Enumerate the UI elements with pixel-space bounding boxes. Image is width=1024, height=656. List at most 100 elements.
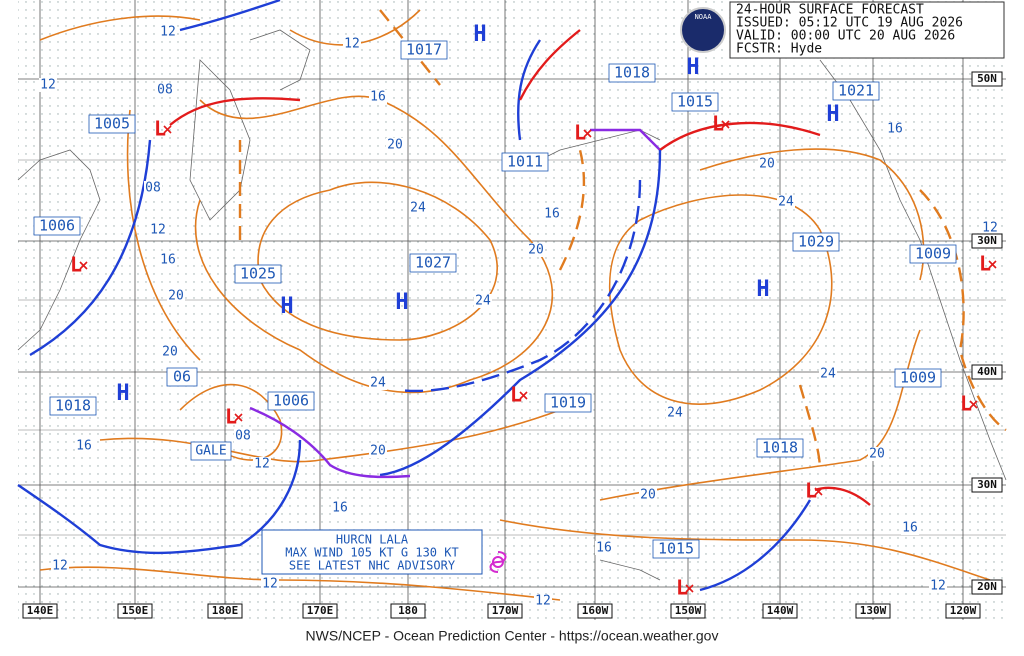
lon-label: 170W [492, 604, 519, 617]
map-background [18, 0, 1006, 620]
high-center: H [473, 22, 486, 47]
label-box [608, 63, 656, 83]
label-box [400, 40, 448, 60]
label-bg [901, 521, 919, 535]
low-center: L [70, 253, 82, 277]
lon-label: 150E [122, 604, 149, 617]
low-center: L [510, 383, 522, 407]
low-x [988, 260, 997, 269]
low-center: L [712, 112, 724, 136]
lon-label: 180E [212, 604, 239, 617]
isobar-label: 16 [596, 541, 612, 556]
isobar-label: 08 [157, 83, 173, 98]
label-bg [386, 138, 404, 152]
isobar-label: 16 [76, 439, 92, 454]
low-center: L [960, 392, 972, 416]
isobar-label: 16 [332, 501, 348, 516]
low-center: L [574, 121, 586, 145]
label-text: 1018 [762, 439, 798, 457]
label-bg [369, 376, 387, 390]
label-text: 1015 [658, 540, 694, 558]
lat-box [971, 579, 1003, 595]
lat-label: 30N [977, 478, 997, 491]
lon-label: 180 [398, 604, 418, 617]
lon-box [487, 603, 523, 619]
high-center: H [280, 294, 293, 319]
label-box [267, 391, 315, 411]
lat-label: 40N [977, 365, 997, 378]
label-text: 1006 [39, 217, 75, 235]
header-line: ISSUED: 05:12 UTC 19 AUG 2026 [736, 16, 963, 31]
label-bg [758, 157, 776, 171]
label-text: 1029 [798, 233, 834, 251]
label-text: 1025 [240, 265, 276, 283]
low-x [969, 400, 978, 409]
isobar-label: 12 [344, 37, 360, 52]
label-text: 1021 [838, 82, 874, 100]
label-box [894, 368, 942, 388]
low-x [519, 391, 528, 400]
lon-box [390, 603, 426, 619]
lon-box [670, 603, 706, 619]
isobar-label: 12 [150, 223, 166, 238]
isobar-label: 12 [535, 594, 551, 609]
lon-label: 140E [27, 604, 54, 617]
lon-label: 130W [860, 604, 887, 617]
label-box [792, 232, 840, 252]
label-bg [777, 195, 795, 209]
label-bg [868, 447, 886, 461]
lon-box [302, 603, 338, 619]
labels: 1017 1018 1015 1021 1005 1011 1006 1025 1027 1029… [22, 22, 1003, 619]
label-bg [369, 90, 387, 104]
isobar-label: 16 [370, 90, 386, 105]
header-line: 24-HOUR SURFACE FORECAST [736, 3, 924, 18]
lat-label: 50N [977, 72, 997, 85]
lon-label: 160W [582, 604, 609, 617]
label-box [501, 152, 549, 172]
high-center: H [686, 55, 699, 80]
low-x [79, 261, 88, 270]
low-center: L [225, 405, 237, 429]
isobar-label: 12 [982, 221, 998, 236]
label-bg [75, 439, 93, 453]
lat-box [971, 233, 1003, 249]
label-bg [156, 83, 174, 97]
hurricane-text: MAX WIND 105 KT G 130 KT [285, 546, 458, 560]
label-box [409, 253, 457, 273]
label-text: 1006 [273, 392, 309, 410]
label-bg [639, 488, 657, 502]
label-bg [369, 444, 387, 458]
isobar-label: 16 [902, 521, 918, 536]
low-x [163, 125, 172, 134]
label-box [234, 264, 282, 284]
label-text: 1027 [415, 254, 451, 272]
label-bg [595, 541, 613, 555]
low-x [721, 120, 730, 129]
isobar-label: 24 [475, 294, 491, 309]
label-bg [144, 181, 162, 195]
label-box [33, 216, 81, 236]
label-bg [474, 294, 492, 308]
isobar-label: 08 [235, 429, 251, 444]
label-box [190, 441, 232, 461]
label-text: 1005 [94, 115, 130, 133]
label-bg [51, 559, 69, 573]
label-text: 1009 [900, 369, 936, 387]
high-center: H [395, 290, 408, 315]
low-x [685, 584, 694, 593]
isobar-label: 12 [930, 579, 946, 594]
label-text: 1015 [677, 93, 713, 111]
low-center: L [154, 117, 166, 141]
low-center: L [676, 576, 688, 600]
label-bg [261, 577, 279, 591]
label-bg [929, 579, 947, 593]
header-box [729, 1, 1005, 59]
isobar-label: 08 [145, 181, 161, 196]
lon-box [855, 603, 891, 619]
lat-label: 20N [977, 580, 997, 593]
label-bg [159, 253, 177, 267]
low-x [583, 129, 592, 138]
label-box [671, 92, 719, 112]
isobar-label: 20 [370, 444, 386, 459]
